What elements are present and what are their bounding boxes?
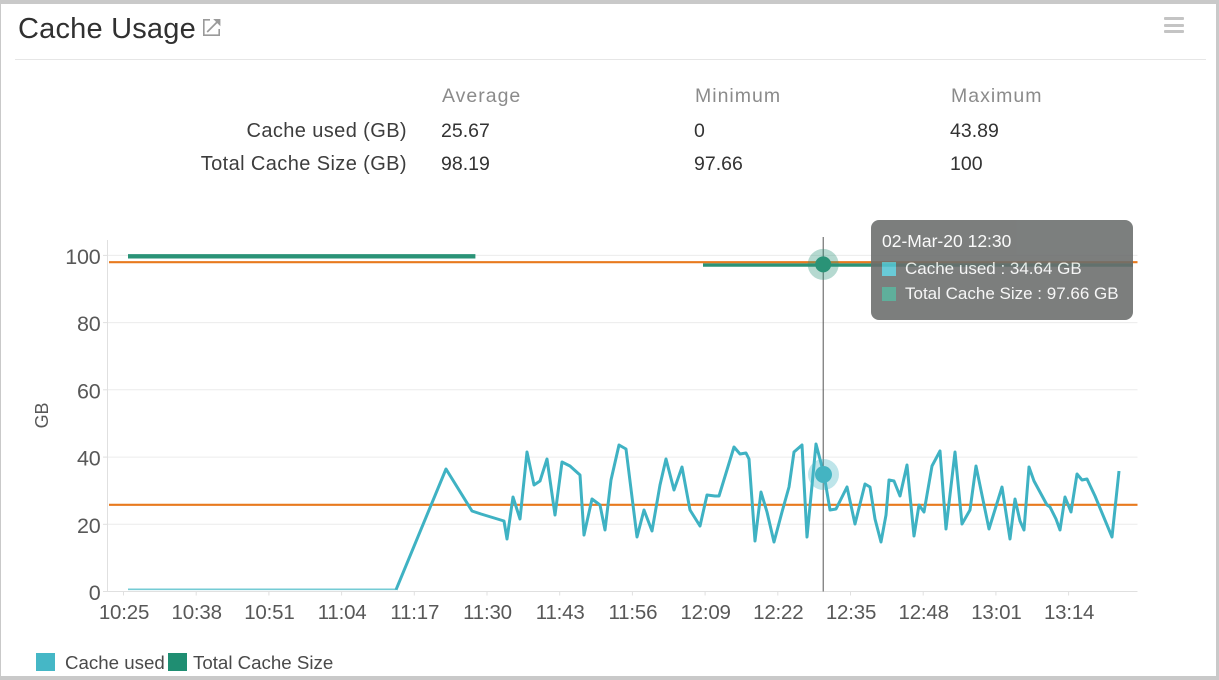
svg-text:20: 20 — [77, 514, 101, 538]
svg-text:0: 0 — [89, 581, 101, 605]
svg-text:11:04: 11:04 — [318, 601, 367, 624]
svg-text:12:48: 12:48 — [899, 601, 949, 624]
svg-text:100: 100 — [65, 245, 101, 269]
svg-text:11:56: 11:56 — [609, 601, 658, 624]
svg-text:10:25: 10:25 — [99, 601, 149, 624]
svg-text:13:01: 13:01 — [971, 601, 1021, 624]
svg-text:40: 40 — [77, 447, 101, 471]
svg-text:60: 60 — [77, 379, 101, 403]
svg-text:11:43: 11:43 — [536, 601, 585, 624]
svg-text:12:09: 12:09 — [680, 601, 730, 624]
svg-text:11:30: 11:30 — [463, 601, 512, 624]
svg-text:12:35: 12:35 — [826, 601, 876, 624]
svg-text:13:14: 13:14 — [1044, 601, 1094, 624]
svg-text:80: 80 — [77, 312, 101, 336]
svg-text:10:51: 10:51 — [244, 601, 294, 624]
svg-text:12:22: 12:22 — [753, 601, 803, 624]
svg-text:11:17: 11:17 — [390, 601, 439, 624]
svg-text:GB: GB — [32, 403, 52, 429]
svg-text:10:38: 10:38 — [172, 601, 222, 624]
